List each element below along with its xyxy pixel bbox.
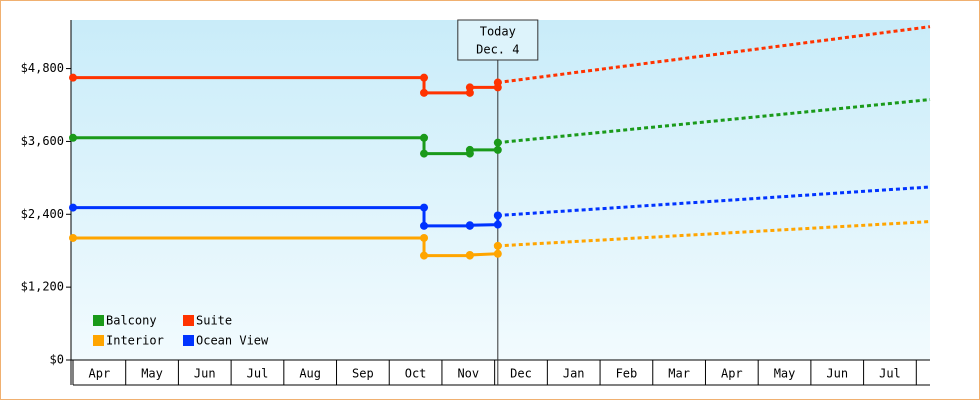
projection-line bbox=[497, 185, 931, 217]
point bbox=[420, 221, 429, 230]
point bbox=[465, 88, 474, 97]
point bbox=[69, 203, 77, 212]
point bbox=[493, 211, 502, 220]
projection-line bbox=[497, 25, 931, 85]
legend-swatch bbox=[183, 315, 194, 326]
y-tick-label: $4,800 bbox=[21, 61, 64, 75]
legend-swatch bbox=[93, 335, 104, 346]
legend-label: Balcony bbox=[106, 314, 157, 328]
legend-label: Suite bbox=[196, 314, 232, 328]
x-tick-label: Aug bbox=[299, 367, 321, 381]
x-tick-label: Jan bbox=[563, 367, 585, 381]
y-tick-label: $0 bbox=[50, 353, 64, 367]
point bbox=[420, 251, 429, 260]
point bbox=[493, 78, 502, 87]
projection-line bbox=[497, 220, 931, 248]
point bbox=[493, 241, 502, 250]
y-tick-label: $2,400 bbox=[21, 207, 64, 221]
point bbox=[493, 138, 502, 147]
point bbox=[465, 250, 474, 259]
point bbox=[493, 145, 502, 154]
today-label: Today bbox=[480, 25, 516, 39]
point bbox=[465, 83, 474, 92]
legend-label: Ocean View bbox=[196, 334, 269, 348]
point bbox=[420, 149, 429, 158]
x-tick-label: Jun bbox=[826, 367, 848, 381]
legend-label: Interior bbox=[106, 334, 164, 348]
x-tick-label: Oct bbox=[405, 367, 427, 381]
point bbox=[69, 133, 77, 142]
point bbox=[69, 73, 77, 82]
x-tick-label: Nov bbox=[457, 367, 479, 381]
projection-line bbox=[497, 98, 931, 145]
today-box bbox=[457, 19, 539, 61]
point bbox=[493, 249, 502, 258]
x-tick-label: Jul bbox=[247, 367, 269, 381]
x-tick-label: May bbox=[141, 367, 163, 381]
point bbox=[420, 203, 429, 212]
x-tick-label: Jun bbox=[194, 367, 216, 381]
x-tick-label: Dec bbox=[510, 367, 532, 381]
x-tick-label: Apr bbox=[721, 367, 743, 381]
point bbox=[465, 145, 474, 154]
point bbox=[69, 233, 77, 242]
y-tick-label: $1,200 bbox=[21, 280, 64, 294]
plot-area bbox=[71, 20, 930, 360]
point bbox=[420, 233, 429, 242]
y-tick-label: $3,600 bbox=[21, 134, 64, 148]
x-tick-label: Apr bbox=[89, 367, 111, 381]
today-label: Dec. 4 bbox=[476, 43, 519, 57]
point bbox=[420, 88, 429, 97]
x-tick-label: May bbox=[774, 367, 796, 381]
legend-swatch bbox=[93, 315, 104, 326]
point bbox=[420, 73, 429, 82]
x-tick-label: Sep bbox=[352, 367, 374, 381]
point bbox=[493, 220, 502, 229]
legend-swatch bbox=[183, 335, 194, 346]
x-tick-label: Feb bbox=[616, 367, 638, 381]
point bbox=[420, 133, 429, 142]
point bbox=[465, 221, 474, 230]
x-tick-label: Jul bbox=[879, 367, 901, 381]
x-tick-label: Mar bbox=[668, 367, 690, 381]
